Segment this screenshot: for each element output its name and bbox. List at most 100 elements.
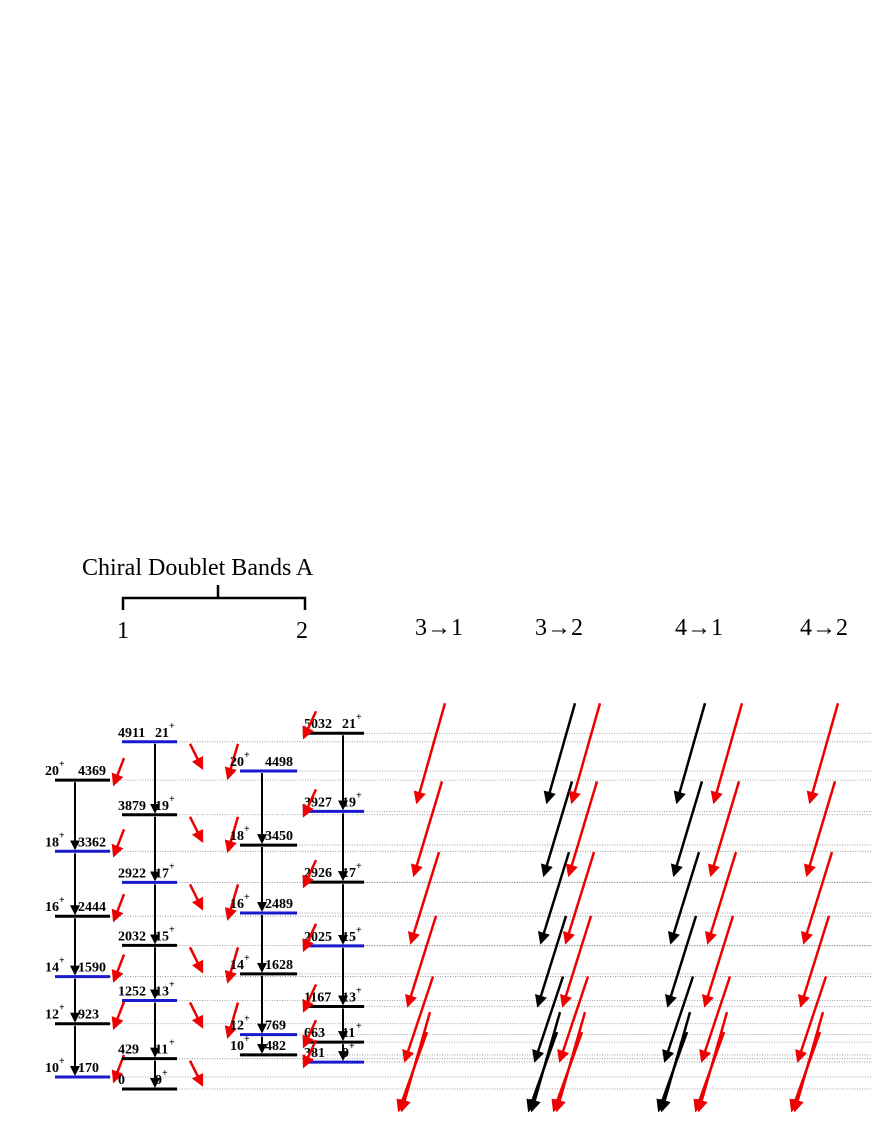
red-transition xyxy=(407,851,441,945)
red-transition xyxy=(111,1001,126,1031)
parity: + xyxy=(169,924,175,935)
black-transition xyxy=(535,915,568,1008)
spin: 10 xyxy=(45,1061,59,1076)
red-transition xyxy=(789,1031,822,1113)
spin: 13 xyxy=(155,984,169,999)
black-transition xyxy=(662,976,695,1063)
red-transition xyxy=(302,923,318,953)
red-transition xyxy=(224,1002,240,1039)
band-label: 1 xyxy=(117,618,129,644)
energy: 4498 xyxy=(265,755,293,770)
spin: 17 xyxy=(342,866,356,881)
energy: 4369 xyxy=(78,764,106,779)
red-transition xyxy=(188,1060,204,1087)
red-transition xyxy=(188,883,204,911)
black-transition xyxy=(532,976,565,1063)
red-transition xyxy=(224,743,240,781)
red-transition xyxy=(111,893,126,923)
parity: + xyxy=(356,861,362,872)
title: Chiral Doublet Bands A xyxy=(82,555,314,581)
energy: 3450 xyxy=(265,829,293,844)
spin: 9 xyxy=(155,1073,162,1088)
transition-header: 3→1 xyxy=(415,615,463,641)
parity: + xyxy=(356,712,362,723)
spin: 14 xyxy=(45,961,59,976)
black-transition xyxy=(656,1031,689,1113)
parity: + xyxy=(244,1034,250,1045)
red-transition xyxy=(699,976,732,1063)
red-transition xyxy=(302,788,318,818)
parity: + xyxy=(244,892,250,903)
parity: + xyxy=(59,1056,65,1067)
spin: 12 xyxy=(230,1019,244,1034)
red-transition xyxy=(562,851,596,945)
parity: + xyxy=(244,824,250,835)
black-transition xyxy=(670,781,704,878)
parity: + xyxy=(169,721,175,732)
red-transition xyxy=(707,781,741,878)
parity: + xyxy=(244,750,250,761)
spin: 20 xyxy=(230,755,244,770)
red-transition xyxy=(803,781,837,878)
spin: 18 xyxy=(230,829,244,844)
band-label: 2 xyxy=(296,618,308,644)
spin: 16 xyxy=(45,900,59,915)
spin: 12 xyxy=(45,1008,59,1023)
spin: 14 xyxy=(230,958,244,973)
energy: 170 xyxy=(78,1061,99,1076)
energy: 1590 xyxy=(78,961,106,976)
transition-header: 3→2 xyxy=(535,615,583,641)
red-transition xyxy=(568,702,602,805)
parity: + xyxy=(356,790,362,801)
red-transition xyxy=(704,851,738,945)
parity: + xyxy=(356,1021,362,1032)
red-transition xyxy=(800,851,834,945)
red-transition xyxy=(702,915,735,1008)
transition-header: 4→2 xyxy=(800,615,848,641)
spin: 13 xyxy=(342,990,356,1005)
red-transition xyxy=(302,983,318,1013)
red-transition xyxy=(302,1039,318,1069)
red-transition xyxy=(111,954,126,983)
spin: 15 xyxy=(155,929,169,944)
red-transition xyxy=(302,1019,318,1049)
spin: 20 xyxy=(45,764,59,779)
energy: 2444 xyxy=(78,900,106,915)
red-transition xyxy=(710,702,744,805)
red-transition xyxy=(798,915,831,1008)
parity: + xyxy=(59,759,65,770)
red-transition xyxy=(413,702,447,805)
red-transition xyxy=(224,946,240,984)
energy: 1628 xyxy=(265,958,293,973)
energy: 482 xyxy=(265,1039,286,1054)
spin: 15 xyxy=(342,930,356,945)
black-transition xyxy=(540,781,574,878)
red-transition xyxy=(188,743,204,771)
energy: 769 xyxy=(265,1019,286,1034)
spin: 21 xyxy=(155,726,169,741)
spin: 16 xyxy=(230,897,244,912)
spin: 18 xyxy=(45,835,59,850)
parity: + xyxy=(244,1014,250,1025)
energy: 2922 xyxy=(118,866,146,881)
red-transition xyxy=(693,1031,726,1113)
parity: + xyxy=(244,953,250,964)
parity: + xyxy=(59,1003,65,1014)
energy: 3879 xyxy=(118,799,146,814)
spin: 10 xyxy=(230,1039,244,1054)
energy: 1252 xyxy=(118,984,146,999)
red-transition xyxy=(560,915,593,1008)
red-transition xyxy=(405,915,438,1008)
energy: 2032 xyxy=(118,929,146,944)
red-transition xyxy=(302,859,318,889)
red-transition xyxy=(565,781,599,878)
black-transition xyxy=(537,851,571,945)
spin: 11 xyxy=(155,1043,168,1058)
red-transition xyxy=(188,946,204,974)
parity: + xyxy=(59,830,65,841)
dotted-lines xyxy=(110,732,872,1090)
spin: 19 xyxy=(342,795,356,810)
parity: + xyxy=(162,1068,168,1079)
black-transition xyxy=(667,851,701,945)
